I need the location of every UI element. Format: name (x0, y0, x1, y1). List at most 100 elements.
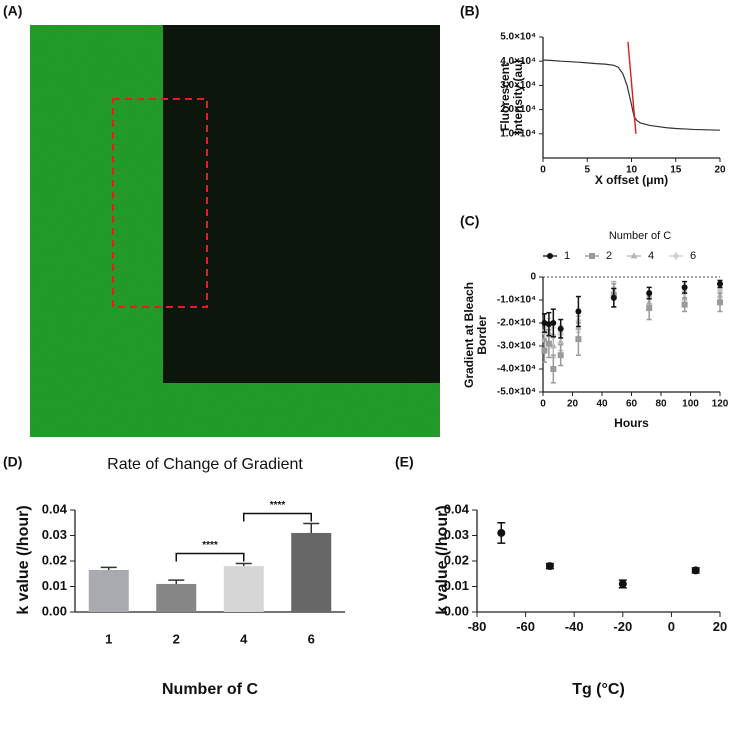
panel-label: (D) (3, 454, 22, 470)
y-tick-label: -2.0×10⁴ (497, 318, 536, 329)
y-tick-label: 3.0×10⁴ (500, 80, 536, 91)
y-axis-label: Gradient at Bleach (462, 282, 476, 388)
marker (545, 562, 554, 571)
y-tick-label: 0 (530, 272, 536, 283)
y-tick-label: 0.00 (444, 603, 469, 618)
y-tick-label: 0.03 (444, 527, 469, 542)
y-tick-label: 0.04 (42, 501, 68, 516)
marker (589, 253, 595, 259)
data-line (627, 41, 637, 134)
legend-label: 4 (648, 250, 654, 262)
marker (681, 301, 688, 308)
y-tick-label: 0.01 (444, 578, 469, 593)
marker (610, 294, 617, 301)
image-bleached-region (163, 25, 440, 383)
y-tick-label: 2.0×10⁴ (500, 104, 536, 115)
x-tick-label: 80 (655, 399, 667, 410)
selection-box (112, 98, 208, 308)
marker (646, 290, 653, 297)
x-tick-label: 40 (596, 399, 608, 410)
microscopy-image (30, 25, 440, 437)
x-tick-label: 0 (668, 619, 675, 634)
y-axis-label: k value (/hour) (434, 505, 451, 614)
marker (575, 308, 582, 315)
y-tick-label: 0.00 (42, 603, 67, 618)
legend-title: Number of C (609, 230, 671, 242)
x-axis-label: X offset (μm) (595, 173, 668, 187)
x-tick-label: 10 (626, 165, 638, 176)
marker (681, 284, 688, 291)
y-tick-label: 0.02 (444, 552, 469, 567)
y-axis-label: Fluorescent (498, 63, 512, 131)
x-axis-label: Hours (614, 416, 649, 430)
panel-label: (A) (3, 3, 22, 19)
x-tick-label: -20 (613, 619, 632, 634)
marker (545, 340, 552, 347)
marker (550, 320, 557, 326)
y-tick-label: 0.03 (42, 527, 67, 542)
y-tick-label: 0.04 (444, 501, 470, 516)
marker (497, 528, 506, 537)
bar (291, 532, 332, 612)
y-tick-label: 5.0×10⁴ (500, 32, 536, 43)
marker (541, 347, 548, 354)
marker (717, 280, 723, 287)
x-axis-label: Tg (°C) (572, 681, 625, 698)
marker (557, 325, 564, 332)
x-tick-label: 2 (173, 631, 180, 646)
x-tick-label: 20 (713, 619, 727, 634)
significance-label: **** (202, 540, 218, 551)
marker (547, 253, 553, 259)
legend-label: 1 (564, 250, 570, 262)
y-tick-label: 4.0×10⁴ (500, 56, 536, 67)
panel-label: (C) (460, 213, 479, 229)
x-tick-label: 120 (712, 399, 729, 410)
bar (88, 569, 129, 612)
y-axis-label: Intensity (au) (511, 60, 525, 135)
y-axis-label: Border (475, 315, 489, 355)
x-tick-label: 6 (308, 631, 315, 646)
x-tick-label: 4 (240, 631, 248, 646)
significance-bracket (243, 512, 312, 522)
bar (223, 566, 264, 612)
x-tick-label: 1 (105, 631, 112, 646)
x-tick-label: -80 (468, 619, 487, 634)
y-tick-label: -1.0×10⁴ (497, 295, 536, 306)
y-tick-label: -4.0×10⁴ (497, 364, 536, 375)
marker (630, 252, 638, 259)
legend-label: 6 (690, 250, 696, 262)
marker (672, 252, 680, 260)
marker (691, 566, 700, 575)
chart-title: Rate of Change of Gradient (107, 456, 303, 473)
x-tick-label: 0 (540, 165, 546, 176)
marker (557, 337, 564, 344)
y-tick-label: -3.0×10⁴ (497, 341, 536, 352)
y-tick-label: 1.0×10⁴ (500, 128, 536, 139)
marker (618, 579, 627, 588)
marker (550, 366, 557, 372)
x-tick-label: 60 (626, 399, 638, 410)
legend-label: 2 (606, 250, 612, 262)
y-tick-label: -5.0×10⁴ (497, 387, 536, 398)
marker (550, 342, 557, 349)
panel-label: (E) (395, 454, 414, 470)
significance-label: **** (270, 500, 286, 511)
x-tick-label: 20 (714, 165, 726, 176)
significance-bracket (175, 552, 245, 562)
marker (575, 336, 582, 343)
marker (717, 299, 723, 306)
x-tick-label: 100 (682, 399, 699, 410)
x-tick-label: 5 (584, 165, 590, 176)
x-tick-label: 20 (567, 399, 579, 410)
panel-label: (B) (460, 3, 479, 19)
bar (156, 583, 197, 612)
y-axis-label: k value (/hour) (15, 505, 32, 614)
marker (557, 352, 564, 359)
marker (646, 305, 653, 312)
y-tick-label: 0.01 (42, 578, 67, 593)
x-tick-label: -60 (516, 619, 535, 634)
x-tick-label: 15 (670, 165, 682, 176)
y-tick-label: 0.02 (42, 552, 67, 567)
x-axis-label: Number of C (162, 681, 258, 698)
